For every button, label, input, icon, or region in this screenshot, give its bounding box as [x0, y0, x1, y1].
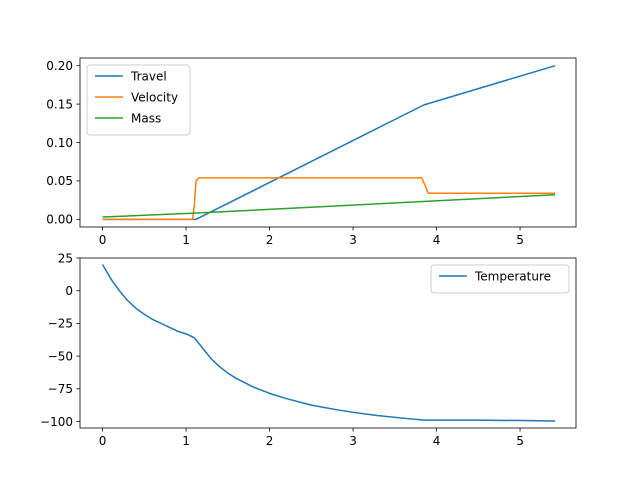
axes-frame: [79, 257, 577, 429]
y-tick-label: 25: [58, 251, 73, 265]
x-tick-label: 0: [99, 434, 107, 448]
y-tick-label: 0.20: [46, 59, 73, 73]
x-tick-label: 0: [99, 233, 107, 247]
legend: Travel Velocity Mass: [86, 64, 191, 136]
legend-entry-mass: Mass: [131, 111, 161, 125]
series-line-temperature: [101, 264, 556, 422]
x-tick-label: 3: [349, 434, 357, 448]
chart-bottom-panel: 0 1 2 3 4 5 25 0 −25 −50 −75 −100 Temperature: [40, 251, 577, 448]
y-tick-label: −75: [48, 382, 73, 396]
series-line-velocity: [102, 177, 556, 221]
x-tick-label: 5: [516, 233, 524, 247]
x-tick-label: 1: [182, 434, 190, 448]
x-tick-label: 3: [349, 233, 357, 247]
legend-entry-travel: Travel: [130, 69, 167, 83]
x-tick-label: 4: [433, 434, 441, 448]
legend-entry-temperature: Temperature: [474, 269, 551, 283]
y-tick-label: 0.05: [46, 174, 73, 188]
y-tick-label: 0.00: [46, 213, 73, 227]
x-tick-label: 5: [516, 434, 524, 448]
y-tick-label: 0.15: [46, 97, 73, 111]
x-tick-label: 1: [182, 233, 190, 247]
x-tick-label: 2: [266, 233, 274, 247]
legend-box: [430, 264, 570, 294]
y-tick-label: −50: [48, 349, 73, 363]
x-tick-label: 4: [433, 233, 441, 247]
y-tick-label: 0: [65, 284, 73, 298]
series-line-mass: [102, 193, 556, 218]
chart-top-panel: 0 1 2 3 4 5 0.00 0.05 0.10 0.15 0.20 Travel Velocity…: [46, 57, 577, 247]
legend-entry-velocity: Velocity: [131, 90, 178, 104]
y-tick-label: −100: [40, 415, 73, 429]
legend: Temperature: [430, 264, 570, 294]
x-tick-label: 2: [266, 434, 274, 448]
y-tick-label: −25: [48, 317, 73, 331]
y-tick-label: 0.10: [46, 136, 73, 150]
